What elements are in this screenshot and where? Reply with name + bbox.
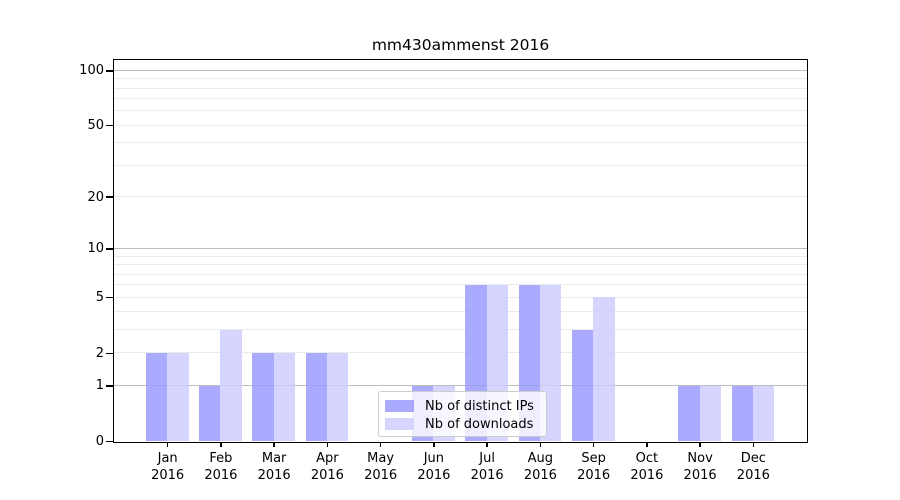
- minor-gridline: [114, 164, 807, 166]
- legend-label-distinct-ips: Nb of distinct IPs: [425, 398, 534, 414]
- x-tick-label: Jan 2016: [151, 451, 185, 483]
- y-tick: [106, 385, 113, 387]
- y-tick: [106, 70, 113, 72]
- minor-gridline: [114, 196, 807, 198]
- bar-downloads-nov: [699, 385, 722, 442]
- y-tick-label: 10: [87, 241, 104, 257]
- legend-label-downloads: Nb of downloads: [425, 416, 534, 432]
- x-tick: [433, 441, 435, 447]
- x-tick: [592, 441, 595, 447]
- bar-distinct-ips-apr: [305, 352, 327, 442]
- x-tick: [539, 441, 542, 447]
- x-tick: [486, 441, 488, 447]
- x-tick: [646, 441, 648, 447]
- bar-downloads-apr: [326, 352, 349, 442]
- y-tick-label: 0: [95, 434, 104, 450]
- x-tick: [220, 441, 222, 447]
- bar-distinct-ips-feb: [199, 385, 221, 442]
- major-gridline: [114, 248, 807, 250]
- y-tick: [106, 125, 113, 127]
- minor-gridline: [114, 311, 807, 313]
- x-tick: [326, 441, 329, 447]
- y-tick: [106, 296, 113, 299]
- minor-gridline: [114, 296, 807, 298]
- minor-gridline: [114, 87, 807, 89]
- major-gridline: [114, 69, 807, 71]
- x-tick: [166, 441, 169, 447]
- legend: Nb of distinct IPs Nb of downloads: [378, 391, 547, 437]
- x-tick: [379, 441, 382, 447]
- y-tick-label: 2: [95, 345, 104, 361]
- y-tick: [106, 248, 113, 250]
- x-tick-label: May 2016: [364, 451, 398, 483]
- x-tick-label: Aug 2016: [523, 451, 557, 483]
- x-tick-label: Mar 2016: [257, 451, 291, 483]
- x-tick: [699, 441, 701, 447]
- bar-downloads-sep: [593, 297, 615, 442]
- minor-gridline: [114, 255, 807, 257]
- minor-gridline: [114, 273, 807, 275]
- x-tick-label: Jun 2016: [417, 451, 451, 483]
- y-tick-label: 20: [87, 189, 104, 205]
- plot-area: [113, 59, 808, 443]
- y-tick-label: 50: [87, 118, 104, 134]
- x-tick-label: Sep 2016: [577, 451, 611, 483]
- bar-downloads-jan: [167, 352, 189, 442]
- bar-distinct-ips-mar: [252, 352, 274, 442]
- minor-gridline: [114, 142, 807, 144]
- bar-distinct-ips-dec: [731, 385, 753, 442]
- bar-downloads-mar: [273, 352, 296, 442]
- bar-downloads-dec: [752, 385, 775, 442]
- x-tick-label: Oct 2016: [630, 451, 664, 483]
- x-tick-label: Jul 2016: [470, 451, 504, 483]
- y-tick-label: 1: [95, 378, 104, 394]
- y-tick-label: 100: [79, 63, 104, 79]
- y-tick: [106, 352, 113, 355]
- legend-item-distinct-ips: Nb of distinct IPs: [385, 397, 546, 415]
- minor-gridline: [114, 329, 807, 331]
- minor-gridline: [114, 110, 807, 112]
- major-gridline: [114, 385, 807, 386]
- y-tick-label: 5: [95, 290, 104, 306]
- minor-gridline: [114, 284, 807, 286]
- x-tick: [752, 441, 755, 447]
- minor-gridline: [114, 98, 807, 100]
- bar-downloads-feb: [220, 329, 242, 442]
- minor-gridline: [114, 352, 807, 354]
- legend-swatch-downloads: [385, 418, 414, 430]
- chart-title: mm430ammenst 2016: [371, 36, 550, 54]
- bar-distinct-ips-jan: [145, 352, 168, 442]
- minor-gridline: [114, 78, 807, 80]
- bar-distinct-ips-sep: [571, 329, 594, 442]
- y-tick: [106, 440, 113, 443]
- y-tick: [106, 196, 113, 198]
- x-tick-label: Dec 2016: [736, 451, 770, 483]
- bar-distinct-ips-nov: [678, 385, 700, 442]
- minor-gridline: [114, 124, 807, 126]
- legend-swatch-distinct-ips: [385, 400, 414, 412]
- x-tick-label: Apr 2016: [310, 451, 344, 483]
- minor-gridline: [114, 264, 807, 266]
- legend-item-downloads: Nb of downloads: [385, 415, 546, 433]
- x-tick-label: Feb 2016: [204, 451, 238, 483]
- x-tick: [273, 441, 275, 447]
- x-tick-label: Nov 2016: [683, 451, 717, 483]
